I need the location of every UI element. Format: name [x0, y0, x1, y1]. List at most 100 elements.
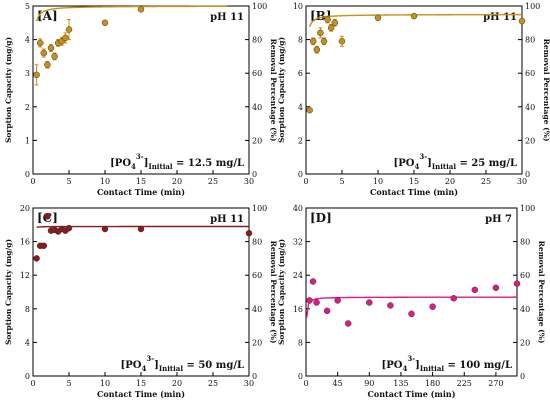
y-tick-label: 4 — [298, 103, 303, 112]
concentration-part: Initial — [148, 162, 172, 171]
x-tick-label: 15 — [136, 177, 146, 186]
y-tick-label: 4 — [25, 338, 30, 347]
concentration-part: Initial — [159, 364, 183, 373]
data-point — [518, 17, 526, 25]
data-point — [331, 19, 339, 27]
x-axis-label: Contact Time (min) — [368, 389, 456, 399]
plot-frame — [305, 5, 523, 175]
panel-d: 0 45 90 135 180 225 270 0 8 16 24 32 40 0 20 40 60 80 100 C… — [277, 204, 546, 399]
y-axis-label: Sorption Capacity (mg/g) — [4, 239, 13, 345]
y-right-tick-label: 80 — [252, 238, 262, 247]
x-tick-label: 5 — [339, 177, 344, 186]
data-point — [40, 49, 48, 57]
data-point — [44, 213, 51, 220]
x-tick-label: 20 — [445, 177, 455, 186]
x-tick-label: 10 — [373, 177, 383, 186]
x-tick-label: 0 — [303, 379, 308, 388]
y-right-tick-label: 60 — [525, 69, 535, 78]
x-axis-label: Contact Time (min) — [370, 187, 458, 197]
data-point — [387, 302, 394, 309]
y-right-tick-label: 40 — [252, 305, 262, 314]
x-tick-label: 20 — [172, 379, 182, 388]
data-point — [313, 299, 320, 306]
concentration-label: [PO43-]Initial = 12.5 mg/L — [110, 152, 244, 171]
data-point — [450, 295, 457, 302]
x-tick-label: 5 — [66, 177, 71, 186]
x-tick-label: 0 — [30, 177, 35, 186]
y-tick-label: 32 — [293, 238, 303, 247]
data-point — [374, 14, 382, 22]
data-point — [65, 224, 73, 232]
y-tick-label: 2 — [25, 103, 30, 112]
x-tick-label: 25 — [208, 379, 218, 388]
y-right-tick-label: 100 — [525, 2, 540, 11]
y-tick-label: 0 — [25, 372, 30, 381]
concentration-part: 4 — [414, 162, 419, 171]
y-axis-label: Sorption Capacity (mg/g) — [277, 37, 286, 143]
y-tick-label: 12 — [20, 271, 30, 280]
concentration-part: [PO — [121, 360, 142, 371]
ph-label: pH 11 — [210, 214, 244, 225]
y-tick-label: 8 — [298, 36, 303, 45]
y-right-tick-label: 0 — [252, 372, 257, 381]
concentration-part: 3- — [407, 354, 415, 363]
concentration-part: = 50 mg/L — [183, 360, 244, 371]
x-tick-label: 5 — [66, 379, 71, 388]
data-point — [327, 24, 335, 32]
concentration-part: Initial — [420, 364, 444, 373]
data-point — [309, 278, 317, 285]
x-axis-label: Contact Time (min) — [97, 187, 185, 197]
ph-label: pH 7 — [485, 214, 512, 225]
x-axis-label: Contact Time (min) — [97, 389, 185, 399]
y-right-tick-label: 100 — [520, 204, 535, 213]
x-tick-label: 225 — [457, 379, 472, 388]
y-tick-label: 0 — [298, 170, 303, 179]
data-point — [51, 53, 58, 60]
data-point — [33, 71, 40, 79]
x-tick-label: 15 — [136, 379, 146, 388]
concentration-part: 3- — [146, 354, 154, 363]
data-point — [366, 299, 373, 306]
y-tick-label: 3 — [25, 69, 30, 78]
y-tick-label: 24 — [293, 271, 303, 280]
y-right-tick-label: 40 — [525, 103, 535, 112]
y-tick-label: 5 — [25, 2, 30, 11]
x-tick-label: 30 — [244, 379, 254, 388]
y-right-tick-label: 100 — [252, 2, 267, 11]
concentration-part: 4 — [141, 364, 146, 373]
y-right-axis-label: Removal Percentage (%) — [537, 241, 546, 344]
concentration-part: ] — [427, 158, 432, 169]
data-point — [36, 39, 44, 47]
x-tick-label: 0 — [30, 379, 35, 388]
y-right-tick-label: 60 — [252, 271, 262, 280]
data-point — [334, 297, 341, 304]
y-tick-label: 4 — [25, 36, 30, 45]
x-tick-label: 15 — [409, 177, 419, 186]
concentration-part: [PO — [382, 360, 403, 371]
plot-frame — [305, 207, 518, 377]
plot-frame — [32, 5, 250, 175]
y-right-tick-label: 0 — [252, 170, 257, 179]
concentration-part: ] — [415, 360, 420, 371]
y-right-tick-label: 20 — [525, 136, 535, 145]
y-right-axis-label: Removal Percentage (%) — [542, 39, 550, 142]
data-point — [65, 26, 73, 33]
concentration-label: [PO43-]Initial = 50 mg/L — [121, 354, 244, 373]
y-tick-label: 8 — [25, 305, 30, 314]
concentration-part: ] — [154, 360, 159, 371]
y-tick-label: 16 — [293, 305, 303, 314]
y-right-tick-label: 100 — [252, 204, 267, 213]
concentration-part: = 25 mg/L — [456, 158, 517, 169]
concentration-part: 3- — [419, 152, 427, 161]
y-tick-label: 0 — [298, 372, 303, 381]
x-tick-label: 25 — [481, 177, 491, 186]
data-point — [323, 307, 331, 315]
y-tick-label: 10 — [293, 2, 303, 11]
data-point — [338, 38, 346, 45]
data-point — [471, 286, 479, 294]
data-point — [344, 320, 352, 327]
y-right-axis-label: Removal Percentage (%) — [269, 241, 278, 344]
x-tick-label: 10 — [100, 177, 110, 186]
